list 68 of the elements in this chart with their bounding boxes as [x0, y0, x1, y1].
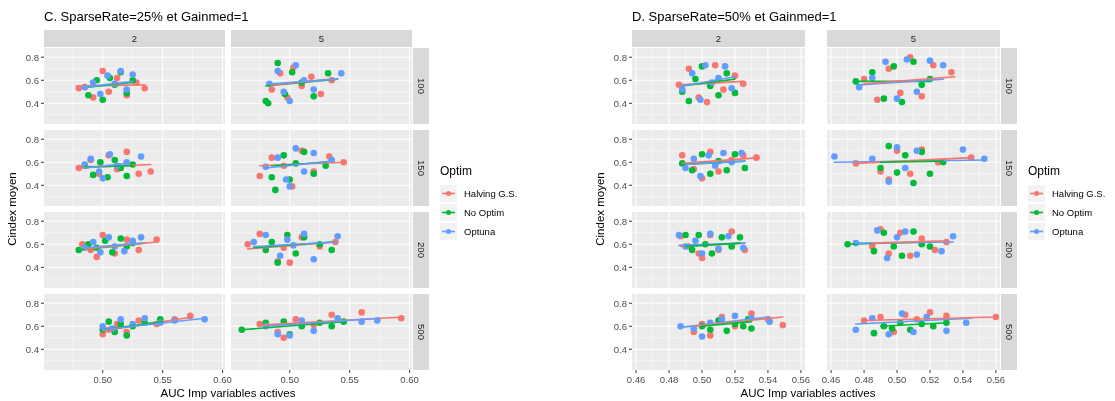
y-tick-label: 0.8 [25, 133, 39, 145]
y-tick-label: 0.6 [25, 238, 39, 250]
y-tick-label: 0.8 [25, 215, 39, 227]
y-tick-label: 0.6 [25, 320, 39, 332]
y-tick-label: 0.4 [25, 343, 39, 355]
chart-title: D. SparseRate=50% et Gainmed=1 [632, 9, 837, 24]
text: 2 [715, 33, 722, 44]
x-tick-label: 0.60 [213, 374, 232, 385]
y-tick-label: 0.4 [613, 179, 627, 191]
x-tick-label: 0.56 [791, 374, 811, 385]
y-tick-label: 0.4 [25, 97, 39, 109]
text: 100 [416, 78, 427, 94]
x-tick-label: 0.52 [920, 374, 940, 385]
y-tick-label: 0.8 [613, 215, 627, 227]
y-tick-label: 0.4 [25, 261, 39, 273]
x-tick-label: 0.54 [953, 374, 973, 385]
y-tick-label: 0.8 [25, 51, 39, 63]
x-tick-label: 0.52 [725, 374, 745, 385]
legend-title: Optim [440, 164, 473, 178]
legend-label: Halving G.S. [464, 188, 518, 199]
text: 5 [910, 33, 917, 44]
x-tick-label: 0.48 [659, 374, 679, 385]
chart-title: C. SparseRate=25% et Gainmed=1 [44, 9, 249, 24]
text: 500 [1004, 324, 1015, 340]
y-tick-label: 0.8 [613, 51, 627, 63]
x-tick-label: 0.50 [887, 374, 907, 385]
legend-label: Halving G.S. [1052, 188, 1106, 199]
y-tick-label: 0.6 [25, 156, 39, 168]
text: 500 [416, 324, 427, 340]
y-tick-label: 0.8 [25, 297, 39, 309]
legend-label: Optuna [1052, 226, 1084, 237]
legend-label: Optuna [464, 226, 496, 237]
text: 5 [318, 33, 325, 44]
x-axis-title: AUC Imp variables actives [160, 387, 296, 399]
y-tick-label: 0.4 [613, 97, 627, 109]
y-axis-title: Cindex moyen [6, 172, 18, 246]
y-tick-label: 0.6 [613, 156, 627, 168]
x-tick-label: 0.54 [758, 374, 778, 385]
y-tick-label: 0.4 [613, 343, 627, 355]
x-tick-label: 0.50 [93, 374, 112, 385]
text: 150 [1004, 160, 1015, 176]
y-tick-label: 0.6 [613, 74, 627, 86]
legend-label: No Optim [1052, 207, 1093, 218]
text: 100 [1004, 78, 1015, 94]
x-tick-label: 0.56 [986, 374, 1006, 385]
text: 150 [416, 160, 427, 176]
x-tick-label: 0.50 [692, 374, 712, 385]
y-axis-title: Cindex moyen [594, 172, 606, 246]
text: 200 [1004, 242, 1015, 258]
x-tick-label: 0.55 [153, 374, 172, 385]
y-tick-label: 0.8 [613, 297, 627, 309]
x-tick-label: 0.55 [340, 374, 359, 385]
y-tick-label: 0.4 [613, 261, 627, 273]
text: 200 [416, 242, 427, 258]
x-tick-label: 0.60 [400, 374, 419, 385]
y-tick-label: 0.4 [25, 179, 39, 191]
x-axis-title: AUC Imp variables actives [740, 387, 876, 399]
x-tick-label: 0.46 [821, 374, 841, 385]
x-tick-label: 0.50 [280, 374, 299, 385]
y-tick-label: 0.6 [25, 74, 39, 86]
y-tick-label: 0.6 [613, 238, 627, 250]
y-tick-label: 0.8 [613, 133, 627, 145]
legend-label: No Optim [464, 207, 505, 218]
legend-title: Optim [1028, 164, 1061, 178]
x-tick-label: 0.48 [854, 374, 874, 385]
text: 2 [131, 33, 138, 44]
y-tick-label: 0.6 [613, 320, 627, 332]
x-tick-label: 0.46 [626, 374, 646, 385]
